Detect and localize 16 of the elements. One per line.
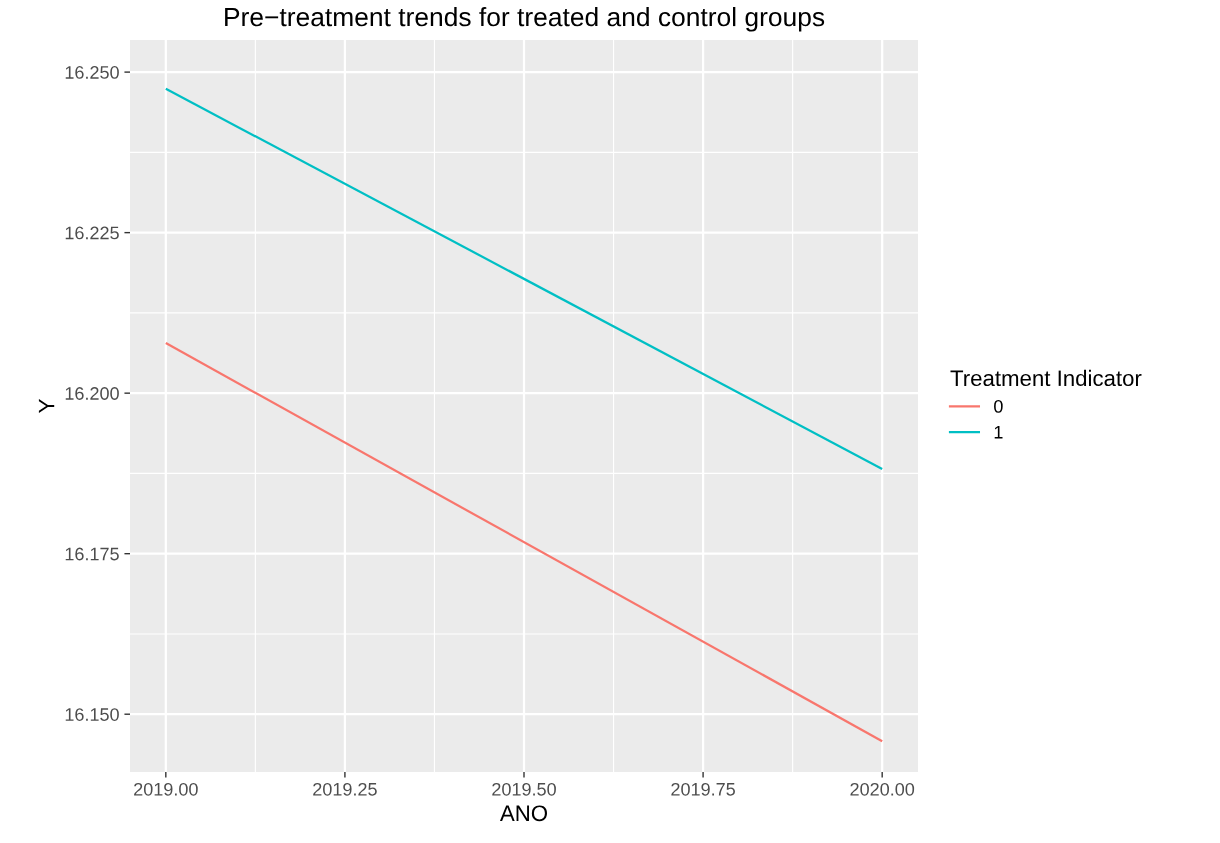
legend-label: 0 bbox=[994, 400, 1003, 413]
y-axis-title: Y bbox=[38, 399, 55, 413]
y-tick-label: 16.150 bbox=[65, 708, 119, 721]
y-tick-label: 16.200 bbox=[65, 387, 119, 400]
x-axis-title: ANO bbox=[499, 805, 548, 822]
legend-title: Treatment Indicator bbox=[950, 369, 1142, 387]
legend-label: 1 bbox=[994, 426, 1003, 439]
x-tick-label: 2019.75 bbox=[671, 782, 735, 796]
x-tick-label: 2019.50 bbox=[492, 782, 556, 796]
x-tick-label: 2019.25 bbox=[313, 782, 377, 796]
x-tick-label: 2020.00 bbox=[850, 782, 915, 796]
y-tick-label: 16.225 bbox=[65, 226, 119, 240]
y-tick-label: 16.250 bbox=[65, 66, 119, 79]
chart-title: Pre−treatment trends for treated and control groups bbox=[225, 6, 825, 32]
y-tick-label: 16.175 bbox=[65, 547, 119, 561]
x-tick-label: 2019.00 bbox=[134, 782, 198, 796]
